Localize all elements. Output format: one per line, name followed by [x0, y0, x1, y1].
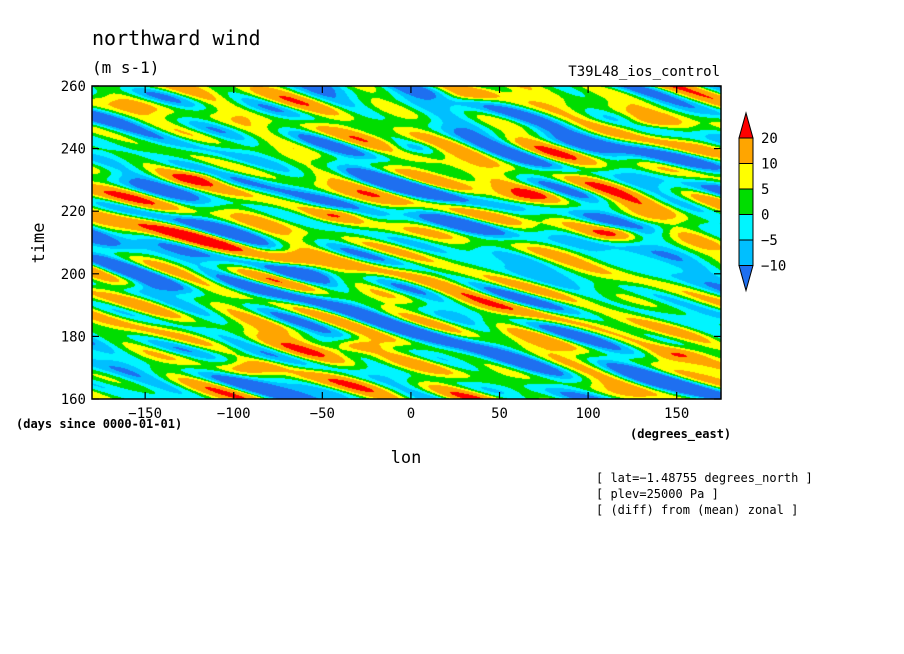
annotations: [ lat=−1.48755 degrees_north ] [ plev=25… — [596, 471, 813, 517]
note-plev: [ plev=25000 Pa ] — [596, 487, 719, 501]
y-tick-label: 200 — [61, 267, 86, 283]
x-tick-label: 50 — [491, 406, 508, 422]
y-tick-label: 160 — [61, 392, 86, 408]
y-axis-label: time — [29, 223, 49, 264]
wind-field-image — [92, 86, 721, 399]
colorbar-label: −10 — [761, 259, 786, 275]
colorbar: −10 −5 0 5 10 20 — [738, 111, 786, 293]
y-tick-label: 240 — [61, 142, 86, 158]
note-lat: [ lat=−1.48755 degrees_north ] — [596, 471, 813, 485]
y-tick-label: 260 — [61, 79, 86, 95]
plot-frame — [91, 85, 722, 400]
colorbar-box — [738, 214, 754, 241]
colorbar-label: 0 — [761, 208, 769, 224]
y-tick-label: 180 — [61, 329, 86, 345]
colorbar-label: −5 — [761, 233, 778, 249]
x-tick-label: −50 — [310, 406, 335, 422]
colorbar-box — [738, 137, 754, 164]
x-axis: −150 −100 −50 0 50 100 150 — [128, 86, 689, 422]
y-axis: 160 180 200 220 240 260 — [61, 79, 721, 408]
chart-title: northward wind — [92, 26, 261, 50]
units-label: (m s-1) — [92, 58, 159, 77]
colorbar-top-triangle — [738, 111, 754, 139]
x-tick-label: 0 — [407, 406, 415, 422]
note-diff: [ (diff) from (mean) zonal ] — [596, 503, 798, 517]
colorbar-box — [738, 163, 754, 190]
colorbar-box — [738, 239, 754, 266]
x-axis-label: lon — [391, 448, 422, 468]
y-tick-label: 220 — [61, 204, 86, 220]
x-tick-label: −150 — [128, 406, 162, 422]
colorbar-label: 20 — [761, 131, 778, 147]
experiment-label: T39L48_ios_control — [568, 64, 720, 80]
colorbar-label: 5 — [761, 182, 769, 198]
x-tick-label: 150 — [664, 406, 689, 422]
y-units-label: (days since 0000-01-01) — [16, 417, 182, 431]
colorbar-box — [738, 188, 754, 215]
heatmap-plot — [91, 85, 722, 400]
x-units-label: (degrees_east) — [630, 427, 731, 442]
colorbar-label: 10 — [761, 157, 778, 173]
x-tick-label: −100 — [217, 406, 251, 422]
colorbar-bottom-triangle — [738, 265, 754, 293]
x-tick-label: 100 — [575, 406, 600, 422]
